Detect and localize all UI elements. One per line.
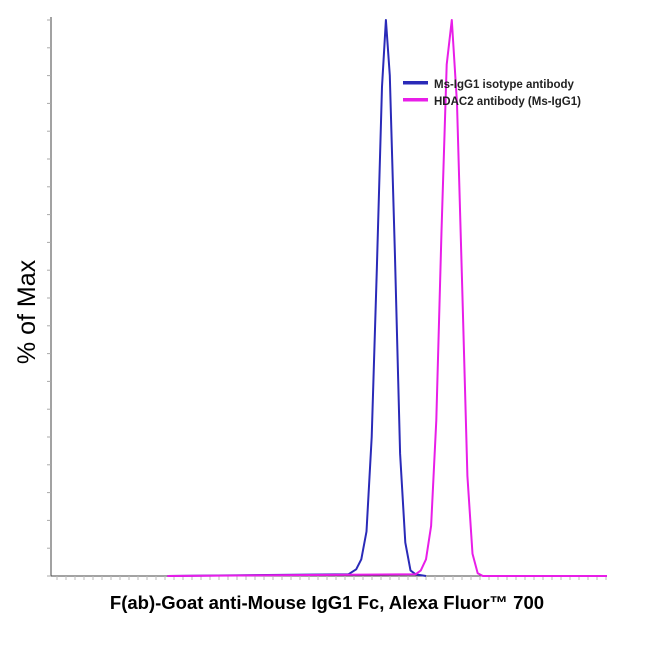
legend-label-isotype: Ms-IgG1 isotype antibody — [434, 79, 575, 91]
legend-item-hdac2: HDAC2 antibody (Ms-IgG1) — [403, 96, 581, 108]
legend-item-isotype: Ms-IgG1 isotype antibody — [403, 79, 575, 91]
legend-label-hdac2: HDAC2 antibody (Ms-IgG1) — [434, 96, 581, 108]
legend: Ms-IgG1 isotype antibody HDAC2 antibody … — [403, 79, 581, 108]
x-axis-ticks — [56, 576, 607, 580]
series-line-hdac2 — [167, 19, 607, 577]
x-axis-label: F(ab)-Goat anti-Mouse IgG1 Fc, Alexa Flu… — [110, 592, 544, 613]
series-line-isotype — [167, 19, 427, 577]
legend-swatch-hdac2 — [403, 98, 428, 102]
series-layer — [167, 19, 607, 577]
y-axis-ticks — [47, 19, 51, 577]
legend-swatch-isotype — [403, 81, 428, 85]
y-axis-label: % of Max — [13, 259, 41, 364]
